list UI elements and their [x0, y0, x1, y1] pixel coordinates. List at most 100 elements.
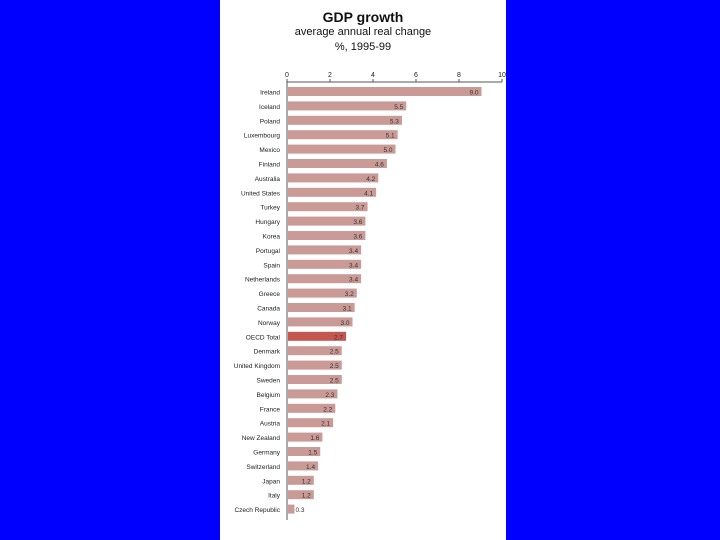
bar	[288, 216, 366, 226]
category-label: Belgium	[257, 392, 280, 399]
category-label: Austria	[260, 421, 281, 428]
category-label: Portugal	[256, 248, 281, 255]
category-label: Sweden	[257, 378, 281, 385]
value-label: 3.6	[353, 219, 362, 226]
category-label: Greece	[259, 291, 281, 298]
category-label: Korea	[263, 234, 281, 241]
category-label: New Zealand	[242, 435, 281, 442]
bar	[288, 504, 295, 514]
bar	[288, 303, 355, 312]
value-label: 2.7	[334, 334, 343, 341]
category-label: Czech Republic	[234, 507, 280, 514]
value-label: 2.1	[321, 421, 330, 428]
value-label: 2.5	[330, 349, 339, 356]
value-label: 5.3	[390, 118, 399, 125]
value-label: 1.2	[302, 478, 311, 485]
value-label: 3.7	[356, 205, 365, 212]
bar	[288, 331, 347, 341]
value-label: 2.3	[325, 392, 334, 399]
category-label: Switzerland	[246, 464, 280, 471]
value-label: 3.6	[353, 234, 362, 241]
bar	[288, 317, 353, 327]
bar	[288, 130, 398, 140]
bar	[288, 274, 362, 284]
category-label: Finland	[259, 162, 281, 169]
bar-chart: 0 2 4 6 8 10 Ireland 9.0 Iceland 5.5 Poland 5.3 Luxe…	[234, 72, 506, 520]
category-label: OECD Total	[246, 334, 281, 341]
bar	[288, 490, 314, 500]
category-label: Netherlands	[245, 277, 281, 284]
category-label: Turkey	[260, 205, 280, 212]
category-label: Canada	[257, 306, 280, 313]
value-label: 0.3	[295, 507, 304, 514]
x-tick-label: 4	[371, 72, 375, 79]
chart-panel: GDP growth average annual real change %,…	[220, 0, 506, 540]
x-tick-label: 10	[498, 72, 506, 79]
x-tick-label: 0	[285, 72, 289, 79]
chart-subtitle: average annual real change	[294, 26, 432, 38]
value-label: 1.4	[306, 464, 315, 471]
value-label: 3.0	[340, 320, 349, 327]
bar	[288, 475, 314, 485]
bar	[288, 202, 368, 212]
value-label: 4.1	[364, 190, 373, 197]
value-label: 4.2	[366, 176, 375, 183]
value-label: 2.5	[330, 378, 339, 385]
bar	[288, 360, 342, 370]
bar	[288, 288, 357, 298]
category-label: United States	[241, 190, 281, 197]
value-label: 2.2	[323, 406, 332, 413]
bar	[288, 245, 362, 255]
value-label: 1.6	[310, 435, 319, 442]
value-label: 5.1	[386, 133, 395, 140]
bar	[288, 231, 366, 240]
value-label: 5.0	[383, 147, 392, 154]
bar	[288, 418, 334, 428]
value-label: 9.0	[469, 90, 478, 97]
bar	[288, 159, 387, 168]
bar	[288, 173, 379, 183]
value-label: 1.2	[302, 493, 311, 500]
category-label: Hungary	[255, 219, 280, 226]
x-tick-label: 2	[328, 72, 332, 79]
bar	[288, 144, 396, 154]
bar	[288, 346, 342, 356]
bar	[288, 187, 377, 197]
bar	[288, 403, 336, 413]
category-label: Australia	[255, 176, 281, 183]
value-label: 3.4	[349, 262, 358, 269]
bar	[288, 432, 323, 442]
bar	[288, 389, 338, 399]
category-label: Spain	[263, 262, 280, 269]
bar	[288, 375, 342, 384]
category-label: Luxembourg	[244, 133, 281, 140]
value-label: 4.6	[375, 162, 384, 169]
value-label: 3.1	[343, 306, 352, 313]
category-label: France	[260, 406, 281, 413]
x-tick-label: 6	[414, 72, 418, 79]
category-label: Japan	[262, 478, 280, 485]
category-label: Denmark	[254, 349, 281, 356]
bar	[288, 461, 319, 471]
category-label: Ireland	[260, 90, 280, 97]
category-label: Norway	[258, 320, 281, 327]
category-label: Iceland	[259, 104, 280, 111]
value-label: 1.5	[308, 450, 317, 457]
value-label: 2.5	[330, 363, 339, 370]
category-label: Poland	[260, 118, 281, 125]
bar	[288, 87, 482, 96]
category-label: Italy	[268, 493, 281, 500]
value-label: 3.2	[345, 291, 354, 298]
category-label: United Kingdom	[234, 363, 280, 370]
value-label: 5.5	[394, 104, 403, 111]
bar	[288, 447, 321, 456]
category-label: Mexico	[259, 147, 280, 154]
bar	[288, 259, 362, 269]
bar	[288, 101, 407, 111]
chart-title: GDP growth	[322, 9, 404, 25]
category-label: Germany	[253, 450, 280, 457]
bar	[288, 115, 402, 125]
chart-subtitle-units: %, 1995-99	[334, 41, 392, 53]
x-tick-label: 8	[457, 72, 461, 79]
value-label: 3.4	[349, 277, 358, 284]
